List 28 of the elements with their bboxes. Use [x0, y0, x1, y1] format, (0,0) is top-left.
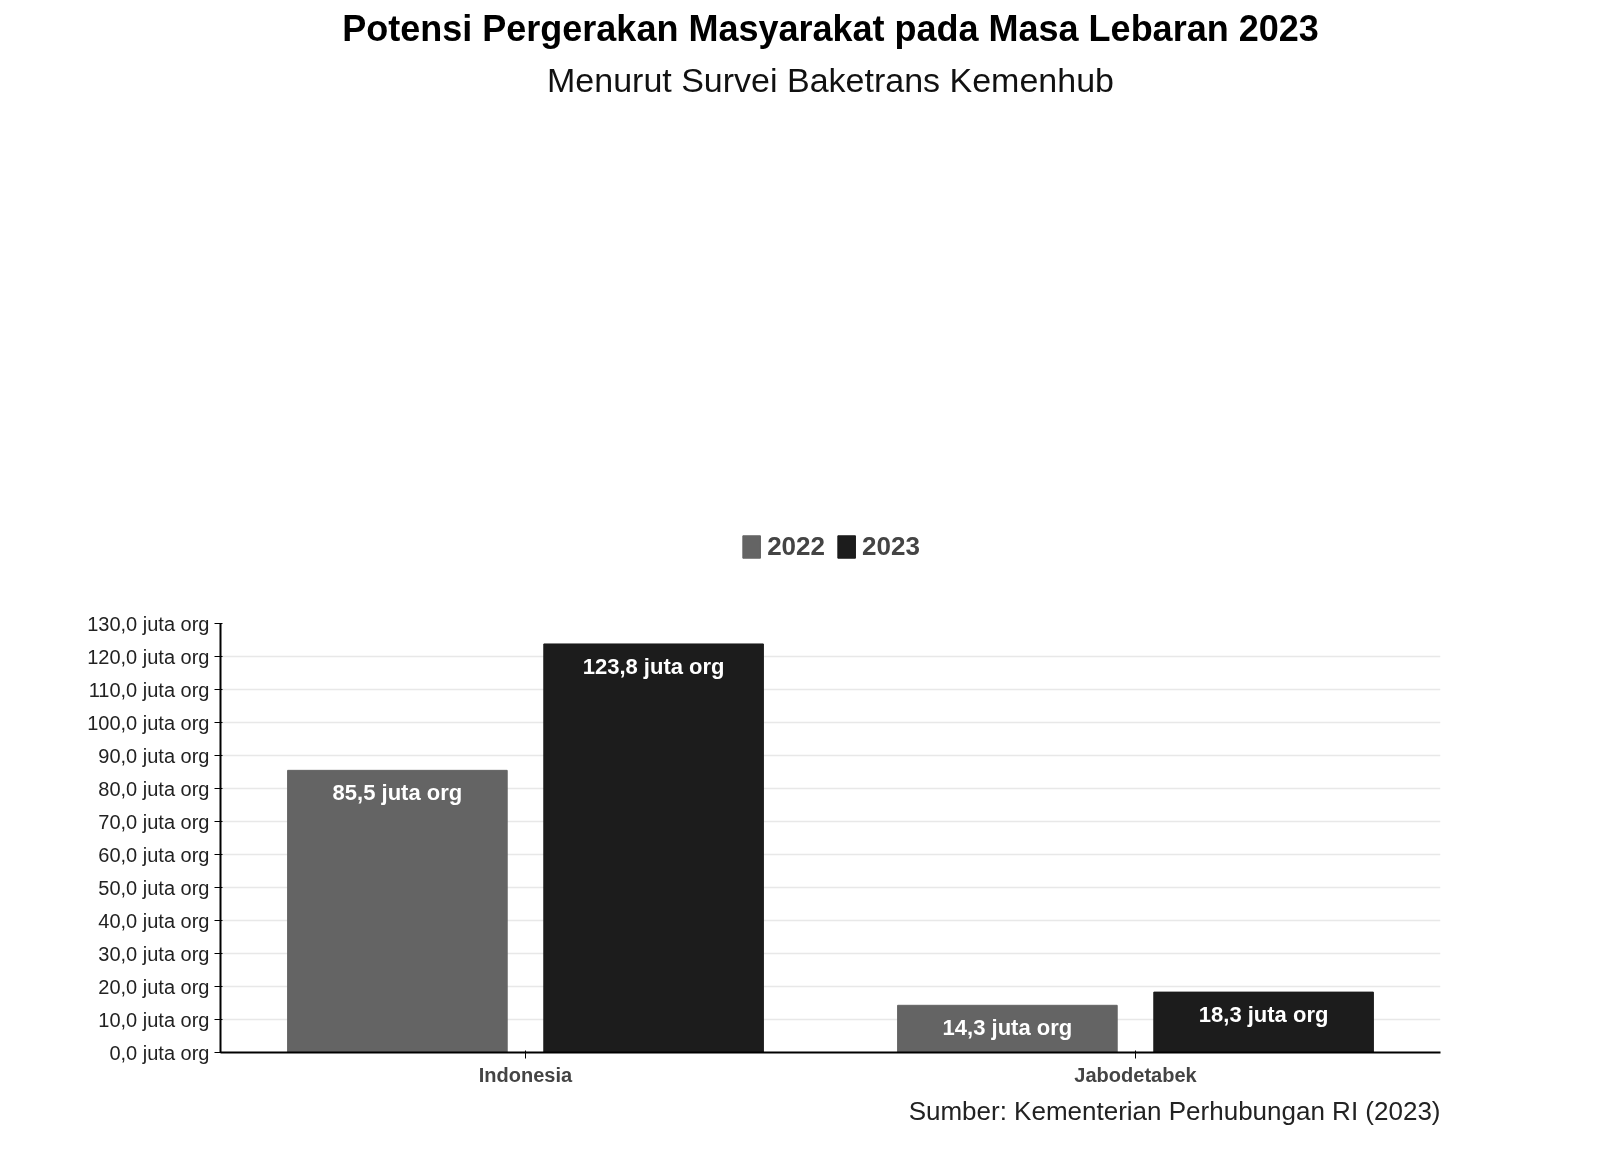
x-tick-label: Jabodetabek [1074, 1063, 1198, 1086]
y-tick-label: 60,0 juta org [98, 843, 210, 866]
data-label: 14,3 juta org [942, 1015, 1073, 1041]
x-tick-label: Indonesia [478, 1063, 574, 1086]
data-label: 18,3 juta org [1198, 1002, 1329, 1028]
y-tick-label: 130,0 juta org [87, 612, 210, 635]
y-tick-label: 20,0 juta org [98, 975, 210, 998]
y-tick-label: 70,0 juta org [98, 810, 210, 833]
y-tick-label: 100,0 juta org [87, 711, 210, 734]
legend-label: 2022 [767, 530, 825, 562]
chart-subtitle: Menurut Survei Baketrans Kemenhub [547, 60, 1114, 99]
y-tick-label: 110,0 juta org [88, 678, 210, 701]
y-tick-label: 30,0 juta org [98, 942, 210, 965]
y-tick-label: 0,0 juta org [109, 1041, 210, 1064]
y-tick-label: 80,0 juta org [98, 777, 210, 800]
data-label: 85,5 juta org [332, 780, 463, 806]
y-tick-label: 120,0 juta org [87, 645, 210, 668]
y-tick-label: 50,0 juta org [98, 876, 210, 899]
y-tick-label: 90,0 juta org [98, 744, 210, 767]
text: Sumber: Kementerian Perhubungan RI (2023) [908, 1095, 1441, 1126]
y-tick-label: 10,0 juta org [98, 1008, 210, 1031]
y-tick-label: 40,0 juta org [98, 909, 210, 932]
bar [1153, 991, 1374, 1053]
data-label: 123,8 juta org [582, 653, 725, 679]
bar [287, 769, 508, 1053]
bar [543, 643, 764, 1053]
chart-title: Potensi Pergerakan Masyarakat pada Masa Lebaran 2023 [342, 7, 1319, 49]
legend-label: 2023 [862, 530, 920, 562]
